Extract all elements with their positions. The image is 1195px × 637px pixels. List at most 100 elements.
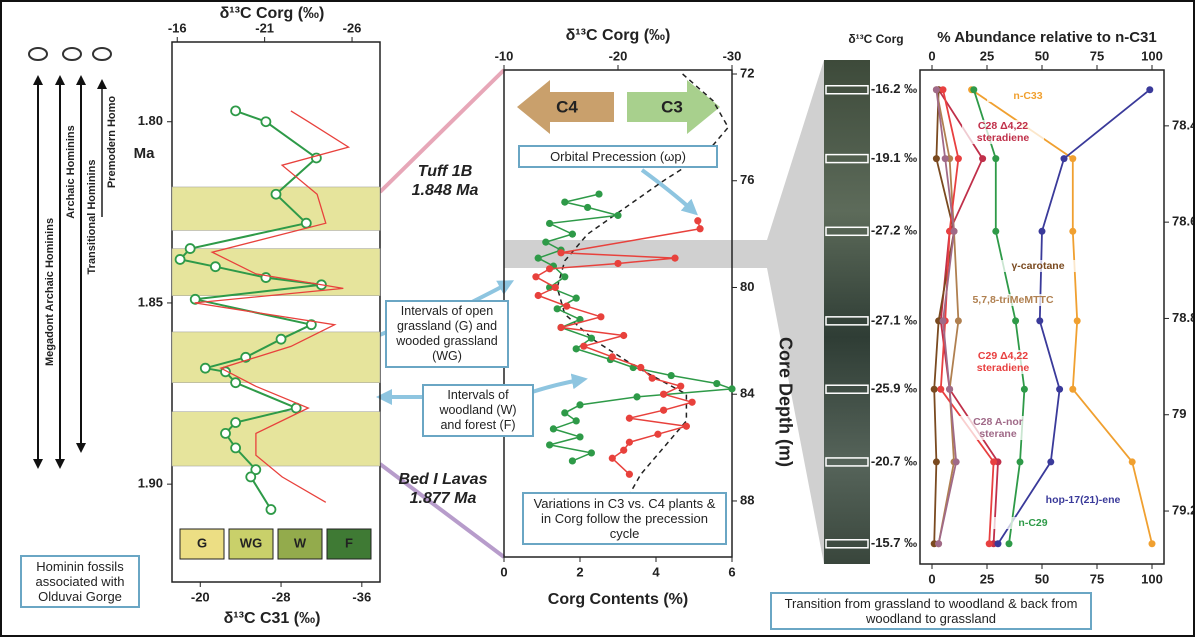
x-tick-label: 50 bbox=[1035, 571, 1049, 586]
x-tick-label: 4 bbox=[652, 564, 660, 579]
data-point bbox=[620, 332, 627, 339]
plot-frame bbox=[504, 70, 732, 557]
data-point bbox=[935, 540, 942, 547]
x-tick-label: 100 bbox=[1141, 571, 1163, 586]
y-tick-label: 78.8 bbox=[1172, 310, 1193, 325]
data-point bbox=[561, 198, 568, 205]
x-tick-label: 25 bbox=[980, 571, 994, 586]
data-point bbox=[1069, 155, 1076, 162]
plot-frame bbox=[172, 42, 380, 582]
data-point bbox=[671, 255, 678, 262]
data-point bbox=[302, 219, 311, 228]
data-point bbox=[231, 106, 240, 115]
x-axis-title: δ¹³C C31 (‰) bbox=[224, 610, 321, 627]
skull-icon bbox=[63, 48, 81, 60]
data-point bbox=[588, 335, 595, 342]
y-tick-label: 84 bbox=[740, 386, 755, 401]
data-point bbox=[576, 401, 583, 408]
legend-label: F bbox=[345, 535, 353, 550]
data-point bbox=[942, 155, 949, 162]
data-point bbox=[1036, 317, 1043, 324]
data-point bbox=[552, 284, 559, 291]
data-point bbox=[557, 249, 564, 256]
data-point bbox=[532, 273, 539, 280]
d13c-label: -27.1 ‰ bbox=[871, 312, 917, 327]
y-tick-label: 1.90 bbox=[138, 476, 163, 491]
note-box: Hominin fossils associated with Olduvai … bbox=[20, 555, 140, 608]
data-point bbox=[595, 190, 602, 197]
x2-tick-label: 0 bbox=[928, 48, 935, 63]
skull-icon bbox=[29, 48, 47, 60]
data-point bbox=[535, 292, 542, 299]
data-point bbox=[550, 425, 557, 432]
data-point bbox=[1021, 386, 1028, 393]
legend-label: W bbox=[294, 535, 307, 550]
x2-tick-label: -30 bbox=[723, 48, 742, 63]
x2-tick-label: -20 bbox=[609, 48, 628, 63]
data-point bbox=[573, 295, 580, 302]
caption-box: Transition from grassland to woodland & … bbox=[770, 592, 1092, 630]
data-point bbox=[1149, 540, 1156, 547]
data-point bbox=[609, 455, 616, 462]
data-point bbox=[272, 190, 281, 199]
data-point bbox=[955, 317, 962, 324]
x2-axis-title: δ¹³C Corg (‰) bbox=[566, 27, 671, 44]
data-point bbox=[660, 407, 667, 414]
arrow-label: C3 bbox=[661, 97, 683, 116]
data-point bbox=[683, 423, 690, 430]
x2-tick-label: 50 bbox=[1035, 48, 1049, 63]
data-point bbox=[1047, 458, 1054, 465]
series-label: C29 Δ4,22 steradiene bbox=[962, 350, 1044, 374]
data-point bbox=[660, 391, 667, 398]
data-point bbox=[654, 431, 661, 438]
data-point bbox=[569, 457, 576, 464]
x-tick-label: -20 bbox=[191, 589, 210, 604]
series-label: C28 Δ4,22 steradiene bbox=[962, 120, 1044, 144]
data-point bbox=[580, 343, 587, 350]
y-tick-label: 76 bbox=[740, 172, 754, 187]
zoom-band bbox=[504, 60, 824, 564]
data-point bbox=[1006, 540, 1013, 547]
taxon-label: Megadont Archaic Hominins bbox=[44, 218, 56, 366]
data-point bbox=[176, 255, 185, 264]
data-point bbox=[1069, 228, 1076, 235]
data-point bbox=[576, 433, 583, 440]
data-point bbox=[677, 383, 684, 390]
x-tick-label: 2 bbox=[576, 564, 583, 579]
data-point bbox=[728, 385, 735, 392]
data-point bbox=[933, 458, 940, 465]
x2-axis-title: δ¹³C Corg (‰) bbox=[220, 5, 325, 22]
y-axis-title: Ma bbox=[134, 145, 155, 162]
interval-band bbox=[172, 249, 380, 296]
data-point bbox=[277, 335, 286, 344]
d13c-label: -25.9 ‰ bbox=[871, 381, 917, 396]
x-tick-label: 0 bbox=[928, 571, 935, 586]
annotation-box: Intervals of woodland (W) and forest (F) bbox=[422, 384, 534, 437]
data-point bbox=[561, 273, 568, 280]
annotation-box: Variations in C3 vs. C4 plants & in Corg… bbox=[522, 492, 727, 545]
series-label: γ-carotane bbox=[997, 260, 1079, 272]
pointer bbox=[532, 380, 580, 392]
data-point bbox=[1017, 458, 1024, 465]
data-point bbox=[1146, 86, 1153, 93]
y-tick-label: 80 bbox=[740, 279, 754, 294]
data-point bbox=[995, 540, 1002, 547]
figure: Megadont Archaic HomininsArchaic Hominin… bbox=[0, 0, 1195, 637]
data-point bbox=[953, 458, 960, 465]
data-point bbox=[609, 353, 616, 360]
data-point bbox=[992, 228, 999, 235]
data-point bbox=[951, 228, 958, 235]
data-point bbox=[1061, 155, 1068, 162]
data-point bbox=[696, 225, 703, 232]
data-point bbox=[1069, 386, 1076, 393]
data-point bbox=[668, 372, 675, 379]
data-point bbox=[694, 217, 701, 224]
data-point bbox=[246, 472, 255, 481]
y-tick-label: 79.2 bbox=[1172, 502, 1193, 517]
data-point bbox=[554, 305, 561, 312]
data-point bbox=[649, 375, 656, 382]
data-point bbox=[588, 449, 595, 456]
data-point bbox=[933, 86, 940, 93]
y-tick-label: 72 bbox=[740, 65, 754, 80]
data-point bbox=[546, 220, 553, 227]
